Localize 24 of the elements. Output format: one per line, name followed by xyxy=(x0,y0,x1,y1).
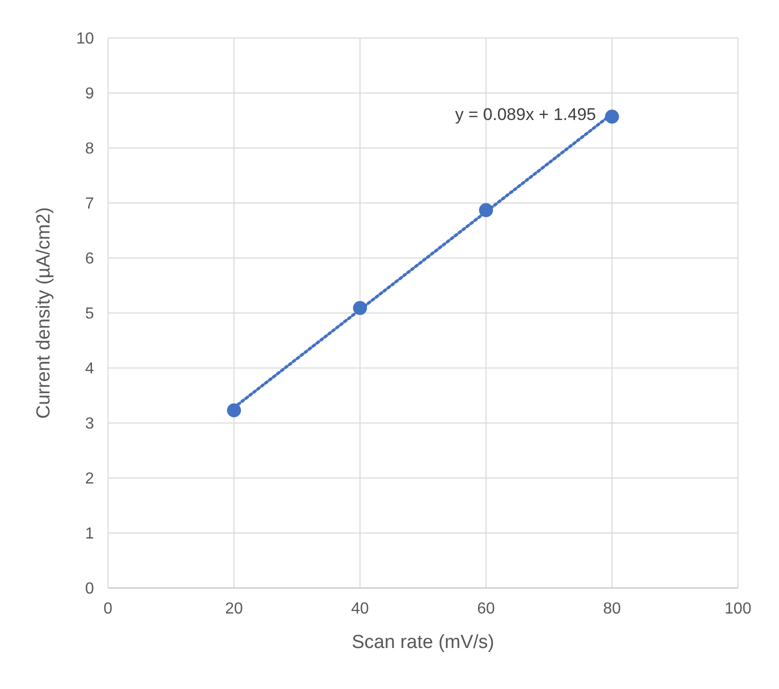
y-tick-label: 4 xyxy=(85,360,94,378)
y-tick-label: 2 xyxy=(85,470,94,488)
x-tick-label: 80 xyxy=(603,600,621,618)
y-tick-label: 7 xyxy=(85,196,94,213)
point xyxy=(605,110,619,124)
x-tick-label: 100 xyxy=(724,600,752,618)
y-tick-label: 10 xyxy=(76,30,94,48)
y-tick-label: 6 xyxy=(85,250,94,268)
point xyxy=(227,403,241,418)
annotation: y = 0.089x + 1.495 xyxy=(455,105,596,124)
y-tick-label: 9 xyxy=(85,86,94,103)
x-tick-label: 60 xyxy=(477,600,495,618)
point xyxy=(353,301,367,316)
y-tick-label: 1 xyxy=(85,526,94,543)
y-tick-label: 8 xyxy=(85,140,94,158)
point xyxy=(479,203,493,218)
x-tick-label: 0 xyxy=(104,600,113,618)
y-tick-label: 0 xyxy=(85,580,94,598)
x-tick-label: 20 xyxy=(225,600,243,618)
y-tick-label: 3 xyxy=(85,416,94,433)
x-axis-title: Scan rate (mV/s) xyxy=(352,632,494,653)
x-tick-label: 40 xyxy=(351,600,369,618)
y-tick-label: 5 xyxy=(85,306,94,323)
y-axis-title: Current density (µA/cm2) xyxy=(34,207,55,419)
